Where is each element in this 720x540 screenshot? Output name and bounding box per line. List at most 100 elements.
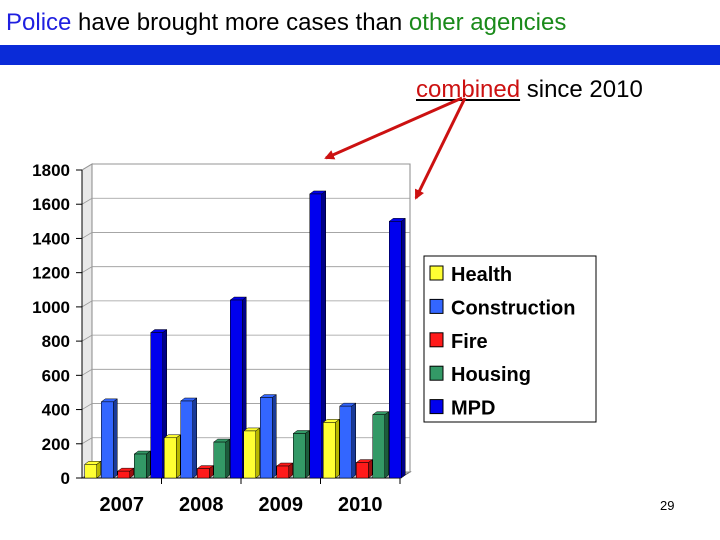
bar-construction-2009 <box>259 394 277 479</box>
gridline <box>81 232 410 239</box>
y-axis: 0 200 400 600 800 1000 1200 1400 1600 1800 <box>32 161 83 488</box>
side-wall <box>81 163 93 479</box>
bar-front <box>356 462 369 479</box>
back-wall <box>91 163 411 473</box>
legend-label-housing: Housing <box>451 364 531 386</box>
gridline <box>81 403 410 410</box>
bar-front <box>213 441 226 479</box>
legend-label-fire: Fire <box>451 331 488 353</box>
bar-front <box>243 430 256 479</box>
title-police: Police <box>6 9 72 36</box>
bar-front <box>164 437 177 479</box>
gridline <box>81 197 410 205</box>
gridline <box>81 368 410 376</box>
bar-side <box>225 438 230 479</box>
gridline <box>81 266 410 274</box>
bar-front <box>293 433 306 479</box>
bar-health-2009 <box>243 427 261 479</box>
bar-fire-2009 <box>276 462 294 479</box>
subtitle-combined: combined <box>416 76 521 103</box>
y-tick-label: 1800 <box>32 161 70 180</box>
bar-front <box>309 193 322 479</box>
bar-side <box>305 430 310 479</box>
bar-housing-2009 <box>292 430 310 479</box>
gridline <box>81 300 410 308</box>
bar-front <box>323 422 336 479</box>
legend-swatch-health <box>429 265 444 281</box>
bar-fire-2010 <box>355 459 373 479</box>
bar-mpd-2009 <box>309 190 327 479</box>
bar-mpd-2010 <box>388 217 406 479</box>
gridline <box>81 334 410 342</box>
bar-front <box>339 405 352 479</box>
gridline <box>81 163 410 171</box>
bar-construction-2008 <box>180 397 198 479</box>
bar-front <box>260 397 273 479</box>
arrow-to-legend <box>414 97 467 200</box>
x-tick-label: 2010 <box>338 494 383 516</box>
bar-health-2010 <box>322 418 340 479</box>
bar-housing-2007 <box>133 450 151 479</box>
bar-fire-2008 <box>196 465 214 479</box>
legend-swatch-fire <box>429 332 444 348</box>
bar-front <box>389 221 402 479</box>
bar-side <box>335 418 340 479</box>
bar-front <box>180 400 193 479</box>
y-tick-label: 1000 <box>32 298 70 317</box>
bar-mpd-2008 <box>229 296 247 479</box>
bar-side <box>384 411 389 479</box>
legend-swatch-housing <box>429 365 444 381</box>
legend-swatch-construction <box>429 298 444 314</box>
bar-front <box>84 464 97 479</box>
slide-title: Police have brought more cases than othe… <box>6 9 566 37</box>
bar-construction-2007 <box>100 398 118 479</box>
bar-housing-2008 <box>213 438 231 479</box>
y-tick-label: 1200 <box>32 264 70 283</box>
legend-label-construction: Construction <box>451 297 575 319</box>
bar-construction-2010 <box>339 402 357 479</box>
bar-side <box>255 427 260 479</box>
x-tick-label: 2009 <box>259 494 304 516</box>
x-tick-label: 2008 <box>179 494 224 516</box>
x-tick-label: 2007 <box>100 494 145 516</box>
title-other-agencies: other agencies <box>408 9 567 36</box>
bar-side <box>272 394 277 479</box>
bar-front <box>276 465 289 479</box>
legend-label-health: Health <box>451 264 512 286</box>
slide-number: 29 <box>660 498 675 513</box>
arrow-to-2009-mpd <box>324 96 463 160</box>
subtitle-rest: since 2010 <box>520 76 643 103</box>
bar-front <box>372 414 385 479</box>
bar-health-2008 <box>163 434 181 479</box>
slide-subtitle: combined since 2010 <box>416 76 643 104</box>
y-tick-label: 200 <box>42 435 70 454</box>
bar-side <box>401 217 406 479</box>
bar-front <box>197 468 210 479</box>
y-tick-label: 400 <box>42 401 70 420</box>
bar-front <box>134 453 147 479</box>
annotation-arrows <box>324 96 467 200</box>
bar-housing-2010 <box>372 411 390 479</box>
bar-side <box>351 402 356 479</box>
title-middle: have brought more cases than <box>71 9 409 36</box>
bar-side <box>146 450 151 479</box>
x-axis: 2007 2008 2009 2010 <box>82 477 401 516</box>
y-tick-label: 0 <box>61 469 70 488</box>
bar-side <box>176 434 181 479</box>
header-band <box>0 45 720 65</box>
y-tick-label: 1400 <box>32 229 70 248</box>
bar-side <box>113 398 118 479</box>
y-tick-label: 800 <box>42 332 70 351</box>
bar-fire-2007 <box>117 467 135 479</box>
bars <box>84 190 406 479</box>
bar-front <box>150 332 163 479</box>
bar-front <box>230 299 243 479</box>
y-tick-label: 600 <box>42 366 70 385</box>
bar-front <box>117 470 130 479</box>
bar-side <box>192 397 197 479</box>
bar-front <box>101 401 114 479</box>
y-tick-label: 1600 <box>32 195 70 214</box>
legend-label-mpd: MPD <box>451 398 495 420</box>
legend: Health Construction Fire Housing MPD <box>423 255 597 423</box>
